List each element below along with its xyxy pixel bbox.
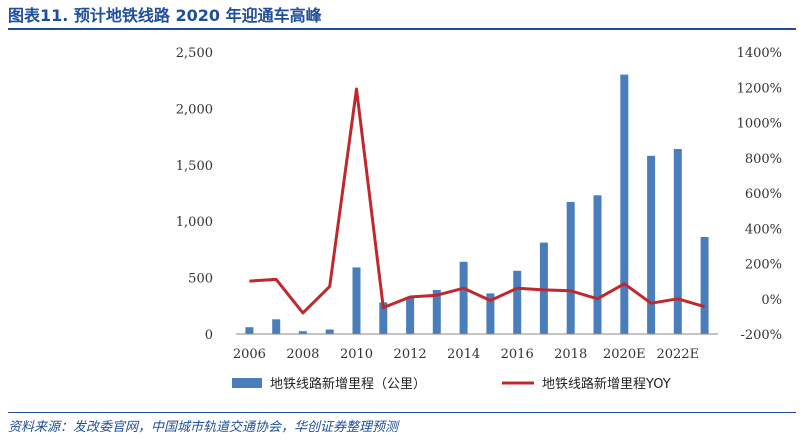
bar-2015 [486, 293, 495, 334]
bar-2022E [673, 149, 682, 334]
right-tick-label: 1200% [737, 81, 782, 96]
x-tick-label: 2012 [394, 347, 427, 362]
right-tick-label: 400% [745, 222, 782, 237]
right-axis-ticks: -200% 0% 200% 400% 600% 800% 1000% 1200% 1400% [737, 46, 782, 343]
right-tick-label: 200% [745, 258, 782, 273]
x-tick-label: 2016 [501, 347, 534, 362]
bar-2008 [298, 331, 307, 334]
bar-2007 [272, 319, 281, 334]
bar-2013 [432, 290, 441, 334]
left-tick-label: 0 [205, 328, 213, 343]
left-tick-label: 1,500 [176, 159, 213, 174]
yoy-line [249, 87, 706, 315]
bar-2010 [352, 267, 361, 334]
source-note: 资料来源：发改委官网，中国城市轨道交通协会，华创证券整理预测 [8, 420, 399, 435]
right-tick-label: 0% [761, 293, 782, 308]
x-tick-label: 2014 [447, 347, 480, 362]
bar-2016 [513, 270, 522, 334]
legend: 地铁线路新增里程（公里） 地铁线路新增里程YOY [232, 376, 671, 392]
bar-2012 [406, 296, 415, 334]
combo-chart: 0 500 1,000 1,500 2,000 2,500 -200% 0% 200% 400%… [176, 46, 782, 392]
left-tick-label: 2,000 [176, 102, 213, 117]
left-tick-label: 1,000 [176, 215, 213, 230]
bar-2023E [700, 237, 709, 334]
bar-2017 [539, 242, 548, 334]
bar-2011 [379, 302, 388, 334]
x-tick-label: 2010 [340, 347, 373, 362]
x-tick-label: 2020E [603, 347, 646, 362]
legend-line-label: 地铁线路新增里程YOY [542, 376, 671, 392]
x-tick-label: 2022E [657, 347, 700, 362]
bar-2014 [459, 261, 468, 334]
right-tick-label: 1400% [737, 46, 782, 61]
right-tick-label: 600% [745, 187, 782, 202]
title-rule [8, 28, 796, 30]
bar-2021E [647, 155, 656, 334]
bar-2019 [593, 195, 602, 334]
bar-2009 [325, 329, 334, 334]
left-tick-label: 2,500 [176, 46, 213, 61]
legend-bar-swatch [232, 378, 262, 388]
legend-bar-label: 地铁线路新增里程（公里） [270, 376, 426, 392]
bar-2006 [245, 327, 254, 334]
left-tick-label: 500 [188, 272, 213, 287]
x-axis-ticks: 2006 2008 2010 2012 2014 2016 2018 2020E 2022E [233, 347, 699, 362]
right-tick-label: -200% [740, 328, 782, 343]
bar-2020E [620, 74, 629, 334]
right-tick-label: 1000% [737, 117, 782, 132]
x-tick-label: 2006 [233, 347, 266, 362]
x-tick-label: 2008 [286, 347, 319, 362]
bar-2018 [566, 202, 575, 334]
source-rule [8, 412, 796, 413]
left-axis-ticks: 0 500 1,000 1,500 2,000 2,500 [176, 46, 213, 343]
right-tick-label: 800% [745, 152, 782, 167]
x-tick-label: 2018 [554, 347, 587, 362]
bar-series [245, 74, 709, 334]
chart-title: 图表11. 预计地铁线路 2020 年迎通车高峰 [8, 6, 322, 25]
